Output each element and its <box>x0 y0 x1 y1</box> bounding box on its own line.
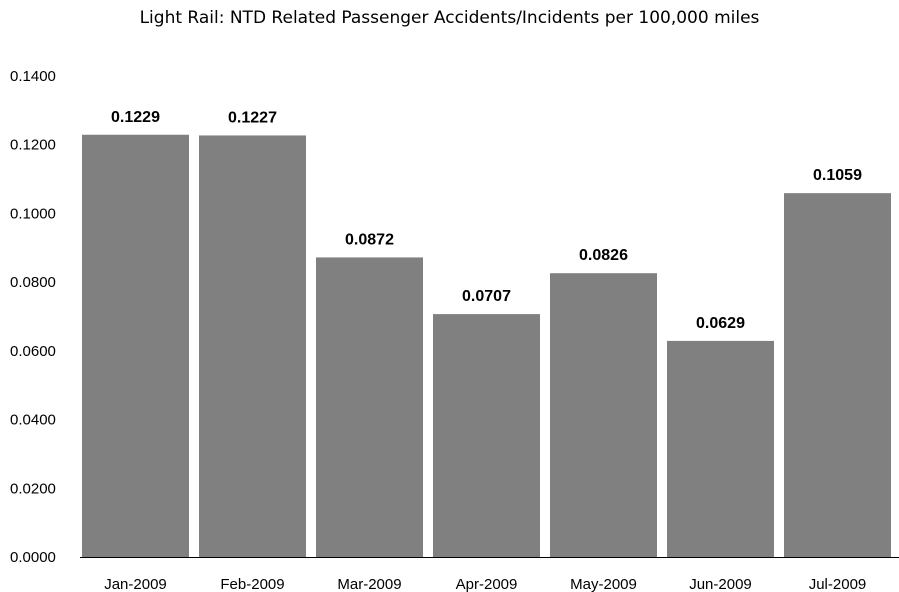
data-label: 0.0629 <box>696 315 745 332</box>
y-tick-label: 0.0400 <box>10 412 56 429</box>
chart-title: Light Rail: NTD Related Passenger Accide… <box>139 8 760 28</box>
bars <box>82 134 891 558</box>
x-tick-label: Mar-2009 <box>337 576 401 592</box>
bar <box>784 193 891 558</box>
bar <box>316 257 423 557</box>
x-tick-label: Jun-2009 <box>689 576 752 592</box>
data-label: 0.1229 <box>111 109 160 126</box>
y-tick-label: 0.0000 <box>10 549 56 566</box>
x-tick-label: Apr-2009 <box>456 576 518 592</box>
x-tick-label: Jan-2009 <box>104 576 167 592</box>
data-labels: 0.1229 0.1227 0.0872 0.0707 0.0826 0.0629 0.10… <box>111 109 862 332</box>
y-tick-label: 0.1400 <box>10 68 56 85</box>
data-label: 0.0826 <box>579 247 628 264</box>
y-tick-label: 0.0600 <box>10 343 56 360</box>
y-tick-label: 0.1200 <box>10 137 56 154</box>
x-tick-label: Feb-2009 <box>220 576 284 592</box>
y-tick-label: 0.0200 <box>10 480 56 497</box>
x-axis-ticks: Jan-2009 Feb-2009 Mar-2009 Apr-2009 May-2009… <box>104 576 866 592</box>
x-tick-label: Jul-2009 <box>809 576 867 592</box>
bar <box>667 340 774 557</box>
data-label: 0.1227 <box>228 109 277 126</box>
x-tick-label: May-2009 <box>570 576 637 592</box>
bar <box>433 314 540 557</box>
data-label: 0.0872 <box>345 231 394 248</box>
y-tick-label: 0.0800 <box>10 274 56 291</box>
data-label: 0.1059 <box>813 167 862 184</box>
bar <box>82 134 189 557</box>
y-axis-ticks: 0.0000 0.0200 0.0400 0.0600 0.0800 0.1000 0.12… <box>10 68 56 566</box>
y-tick-label: 0.1000 <box>10 205 56 222</box>
bar <box>199 135 306 557</box>
data-label: 0.0707 <box>462 288 511 305</box>
bar <box>550 273 657 557</box>
